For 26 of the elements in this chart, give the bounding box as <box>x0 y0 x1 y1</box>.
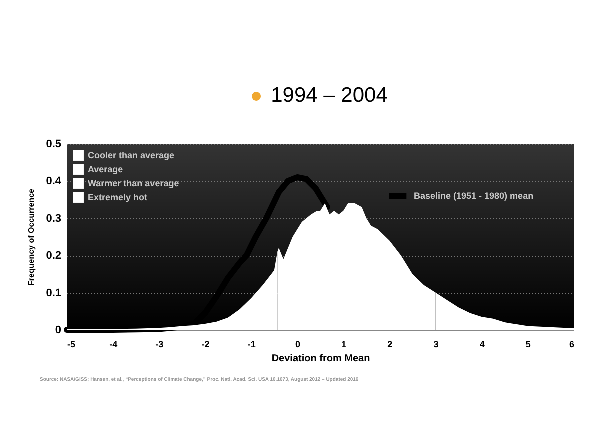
legend-label: Extremely hot <box>88 192 148 202</box>
legend-label: Warmer than average <box>88 178 180 188</box>
x-tick-label: -2 <box>202 340 210 350</box>
x-tick-label: -3 <box>156 340 164 350</box>
x-tick-label: 5 <box>526 340 531 350</box>
x-tick-label: 1 <box>342 340 347 350</box>
legend-label: Cooler than average <box>88 150 175 160</box>
x-tick-label: -1 <box>248 340 256 350</box>
legend-label: Baseline (1951 - 1980) mean <box>414 191 534 201</box>
legend-label: Average <box>88 164 124 174</box>
y-tick-label: 0.1 <box>46 287 62 300</box>
y-tick-label: 0 <box>55 324 62 336</box>
y-tick-label: 0.3 <box>46 212 62 225</box>
x-tick-label: -4 <box>110 340 118 350</box>
x-tick-label: 6 <box>569 340 574 350</box>
chart-title: 1994 – 2004 <box>271 84 388 107</box>
x-tick-label: 3 <box>434 340 439 350</box>
x-tick-label: 2 <box>388 340 393 350</box>
y-axis-title: Frequency of Occurrence <box>27 188 36 286</box>
x-axis-title: Deviation from Mean <box>272 354 370 364</box>
y-tick-label: 0.5 <box>46 138 62 150</box>
y-tick-label: 0.4 <box>46 176 62 188</box>
x-tick-label: -5 <box>68 340 76 350</box>
x-tick-label: 0 <box>295 340 300 350</box>
y-tick-label: 0.2 <box>46 250 62 262</box>
x-tick-label: 4 <box>480 340 485 350</box>
